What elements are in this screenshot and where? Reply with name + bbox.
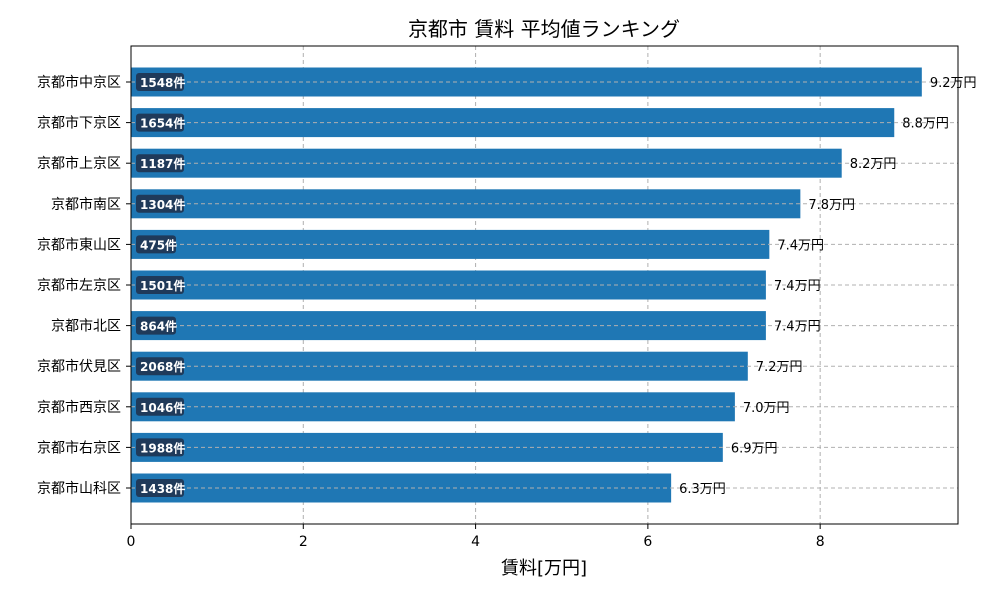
x-tick-label: 6 — [643, 534, 652, 550]
y-tick-label: 京都市西京区 — [37, 399, 121, 416]
count-badge — [136, 438, 184, 457]
count-label: 2068件 — [140, 359, 185, 374]
count-label: 475件 — [140, 237, 177, 252]
count-badge — [136, 73, 184, 91]
y-tick-label: 京都市中京区 — [37, 74, 121, 91]
value-label: 8.8万円 — [902, 117, 949, 132]
y-tick-label: 京都市北区 — [51, 318, 121, 335]
x-tick-label: 2 — [299, 534, 308, 550]
x-axis-label: 賃料[万円] — [501, 558, 587, 579]
count-badge — [136, 316, 176, 335]
count-badge — [136, 357, 184, 376]
bar — [131, 148, 842, 178]
count-badge — [136, 479, 184, 497]
value-label: 7.4万円 — [774, 279, 821, 294]
value-label: 7.4万円 — [774, 320, 821, 335]
value-label: 9.2万円 — [930, 76, 977, 91]
x-tick-label: 8 — [816, 534, 825, 550]
x-tick-label: 4 — [471, 534, 480, 550]
value-label: 7.2万円 — [756, 360, 803, 375]
count-label: 1304件 — [140, 197, 185, 212]
value-label: 7.4万円 — [777, 238, 824, 253]
bar — [131, 189, 801, 219]
count-badge — [136, 154, 184, 173]
count-badge — [136, 397, 184, 416]
value-label: 8.2万円 — [850, 157, 897, 172]
count-label: 1501件 — [140, 278, 185, 293]
value-label: 7.8万円 — [808, 198, 855, 213]
y-tick-label: 京都市右京区 — [37, 439, 121, 456]
count-badge — [136, 194, 184, 213]
y-tick-label: 京都市伏見区 — [37, 358, 121, 375]
count-label: 1654件 — [140, 116, 185, 131]
x-tick-label: 0 — [127, 534, 136, 550]
value-label: 7.0万円 — [743, 401, 790, 416]
y-tick-label: 京都市東山区 — [37, 236, 121, 253]
count-label: 1046件 — [140, 400, 185, 415]
y-tick-label: 京都市上京区 — [37, 155, 121, 172]
y-tick-label: 京都市南区 — [51, 196, 121, 213]
value-label: 6.3万円 — [679, 482, 726, 497]
count-label: 1187件 — [140, 156, 185, 171]
y-tick-label: 京都市山科区 — [37, 480, 121, 497]
axis-layer: 京都市中京区京都市下京区京都市上京区京都市南区京都市東山区京都市左京区京都市北区… — [37, 74, 825, 550]
count-badge — [136, 113, 184, 132]
y-tick-label: 京都市左京区 — [37, 277, 121, 294]
count-label: 1548件 — [140, 75, 185, 90]
value-label: 6.9万円 — [731, 441, 778, 456]
y-tick-label: 京都市下京区 — [37, 115, 121, 132]
bars-layer: 1548件 9.2万円 1654件 8.8万円 1187件 8.2万円 1304件 7.8万円… — [131, 67, 977, 503]
bar — [131, 473, 672, 503]
count-label: 1988件 — [140, 440, 185, 455]
count-badge — [136, 235, 176, 254]
count-label: 864件 — [140, 319, 177, 334]
count-badge — [136, 276, 184, 294]
chart-title: 京都市 賃料 平均値ランキング — [408, 17, 680, 41]
count-label: 1438件 — [140, 481, 185, 496]
